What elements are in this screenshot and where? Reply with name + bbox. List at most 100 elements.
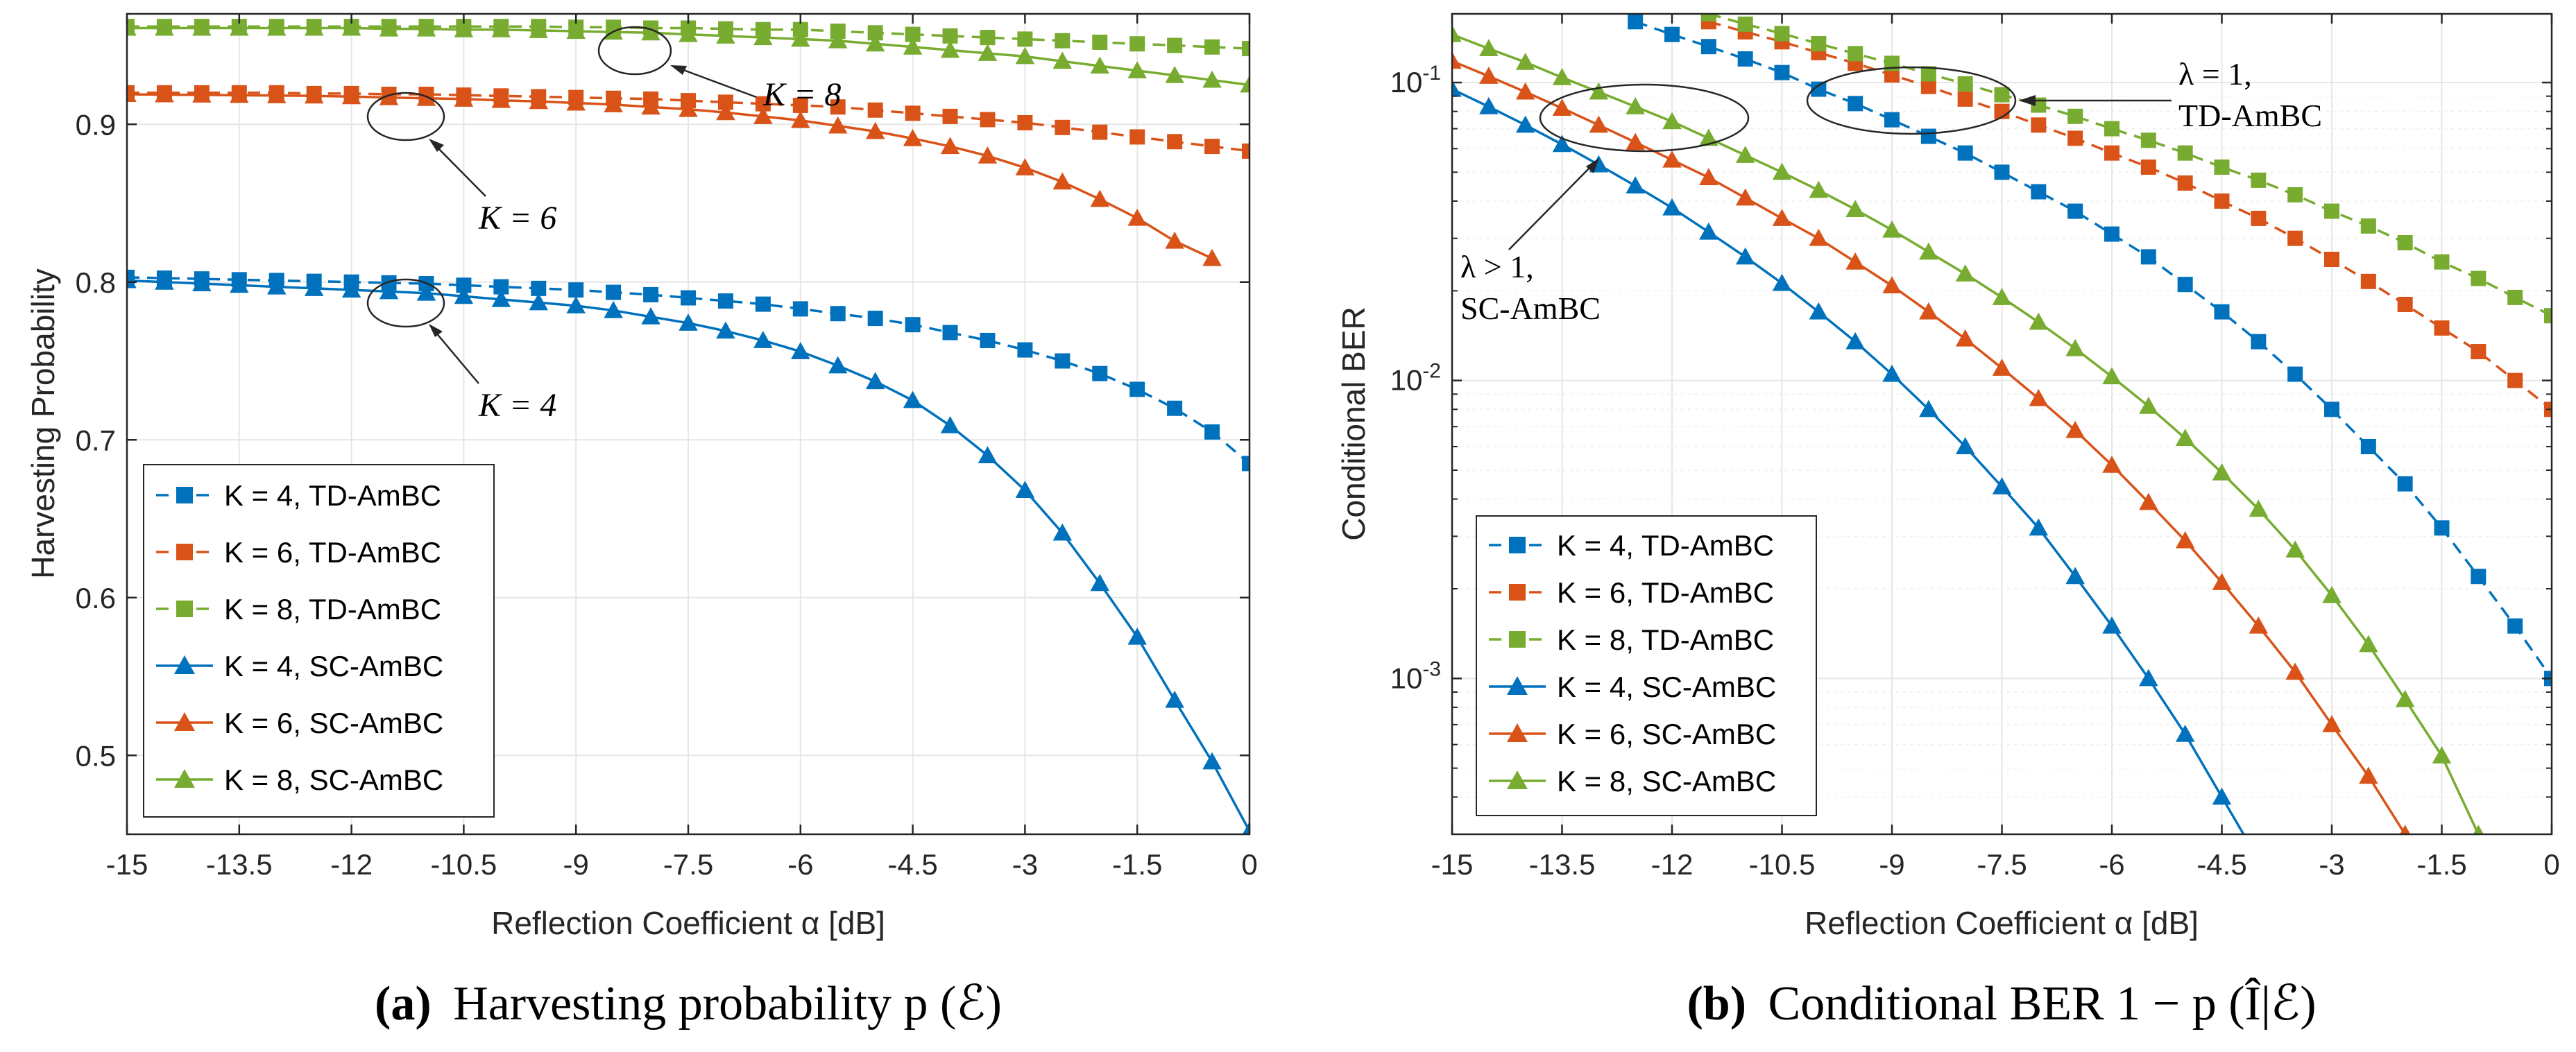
data-point: [2029, 312, 2049, 330]
data-point: [1626, 176, 1645, 194]
annotation-arrow-k4: [431, 327, 479, 384]
data-point: [2102, 455, 2122, 473]
series-markers-5: [127, 85, 1222, 266]
x-tick-label: -12: [330, 848, 373, 881]
data-point: [2251, 210, 2267, 226]
annotation-arrow-sc: [1508, 161, 1596, 250]
data-point: [1957, 91, 1973, 107]
series-markers-1: [1628, 14, 2552, 687]
arrowhead-sc: [1586, 158, 1599, 173]
data-point: [1737, 51, 1753, 67]
annotation-ellipse-k8: [597, 26, 672, 76]
data-point: [1700, 14, 1716, 21]
x-tick-label: 0: [2543, 848, 2559, 881]
data-point: [1242, 456, 1249, 472]
data-point: [1774, 64, 1790, 80]
data-point: [641, 23, 660, 41]
data-point: [1167, 37, 1183, 53]
data-point: [2104, 121, 2119, 137]
data-point: [641, 97, 660, 115]
arrowhead-k8: [670, 65, 687, 75]
legend-marker: [1507, 770, 1528, 789]
data-point: [940, 416, 960, 433]
data-point: [529, 21, 549, 38]
data-point: [903, 128, 923, 146]
data-point: [529, 92, 549, 110]
data-point: [2360, 438, 2376, 454]
data-point: [1845, 200, 1865, 218]
data-point: [791, 29, 810, 47]
data-point: [304, 279, 324, 296]
legend-items: K = 4, TD-AmBC K = 6, TD-AmBC K = 8, TD-Am…: [1489, 529, 1776, 797]
y-tick-label: 0.7: [76, 424, 116, 456]
data-point: [1242, 41, 1249, 57]
panel-a-y-axis-label: Harvesting Probability: [25, 268, 61, 578]
x-tick-label: -10.5: [431, 848, 497, 881]
data-point: [1202, 752, 1222, 770]
data-point: [753, 28, 773, 46]
data-point: [155, 18, 174, 36]
data-point: [1920, 66, 1936, 82]
data-point: [1165, 231, 1184, 249]
data-point: [2471, 569, 2487, 585]
data-point: [2322, 585, 2342, 603]
data-point: [2287, 366, 2303, 382]
x-tick-label: -3: [2319, 848, 2344, 881]
data-point: [379, 87, 399, 105]
data-point: [454, 286, 474, 304]
data-point: [2400, 825, 2411, 834]
legend-label: K = 4, SC-AmBC: [224, 650, 443, 682]
data-point: [2212, 787, 2232, 805]
data-point: [491, 20, 511, 37]
data-point: [1809, 228, 1829, 246]
data-point: [1992, 477, 2012, 494]
data-point: [2397, 235, 2413, 251]
data-point: [2251, 334, 2267, 350]
annotation-ellipse-k4: [366, 278, 445, 328]
series-line-5: [1452, 60, 2407, 834]
x-tick-label: -1.5: [1112, 848, 1162, 881]
legend-label: K = 4, SC-AmBC: [1557, 671, 1776, 703]
data-point: [127, 85, 137, 103]
data-point: [980, 112, 996, 128]
data-point: [2395, 689, 2415, 707]
annotation-lambda1-label: λ = 1,: [2178, 56, 2252, 92]
legend-marker: [176, 544, 193, 560]
data-point: [1628, 14, 1644, 30]
data-point: [2104, 145, 2119, 161]
data-point: [903, 37, 923, 55]
panel-b-ticks: -15 -13.5 -12 -10.5 -9 -7.5 -6 -4.5 -3 -1.5 0 10-3 1…: [1390, 14, 2560, 881]
data-point: [2104, 226, 2119, 242]
data-point: [1772, 209, 1792, 226]
data-point: [1165, 65, 1184, 83]
data-point: [867, 25, 883, 41]
panel-a-markers: [127, 18, 1249, 834]
data-point: [2139, 492, 2158, 510]
data-point: [1552, 135, 1572, 153]
data-point: [493, 279, 509, 295]
data-point: [2175, 531, 2195, 549]
legend-entry-5: K = 6, SC-AmBC: [156, 707, 443, 739]
data-point: [2434, 254, 2450, 270]
data-point: [2397, 296, 2413, 312]
x-tick-label: -6: [2099, 848, 2124, 881]
data-point: [1090, 56, 1110, 74]
x-tick-label: -9: [563, 848, 589, 881]
y-tick-label: 10-3: [1390, 657, 1441, 694]
data-point: [1055, 33, 1071, 49]
data-point: [1662, 150, 1682, 168]
data-point: [1055, 353, 1071, 369]
data-point: [304, 86, 324, 104]
legend-label: K = 4, TD-AmBC: [224, 479, 441, 512]
data-point: [1127, 627, 1147, 645]
data-point: [942, 325, 958, 340]
data-point: [1848, 96, 1863, 112]
data-point: [1664, 26, 1680, 42]
data-point: [753, 331, 773, 348]
x-tick-label: -4.5: [887, 848, 937, 881]
data-point: [1017, 114, 1033, 130]
data-point: [1626, 97, 1645, 114]
data-point: [230, 275, 249, 293]
data-point: [192, 274, 212, 292]
data-point: [1772, 273, 1792, 291]
